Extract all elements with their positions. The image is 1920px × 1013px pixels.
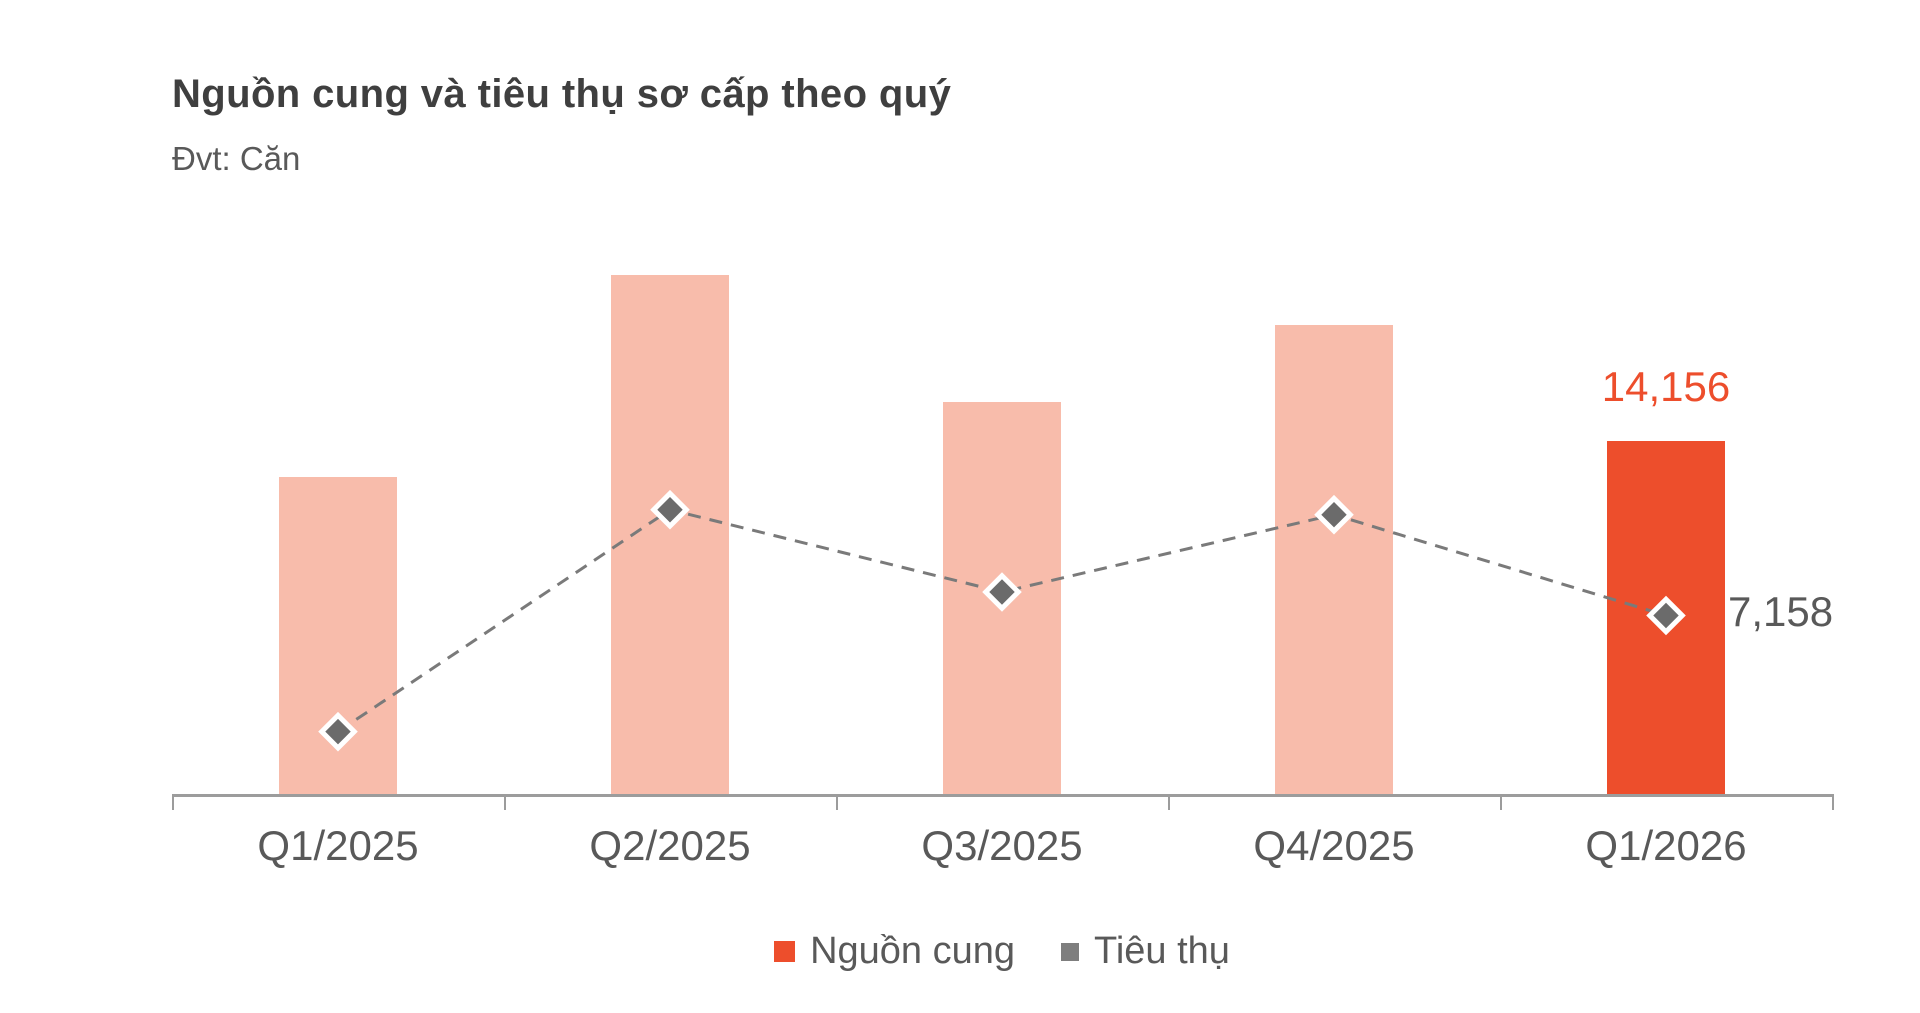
consumption-legend-swatch-icon	[1061, 942, 1080, 961]
x-label-q3-2025: Q3/2025	[921, 822, 1083, 869]
value-label-ngu-n-cung-q1-2026: 14,156	[1601, 362, 1731, 410]
legend: Nguồn cung Tiêu thụ	[172, 930, 1832, 973]
diamond-marker-q1-2025	[318, 711, 358, 752]
x-axis-tick	[172, 794, 174, 810]
consumption-legend-label: Tiêu thụ	[1094, 930, 1230, 972]
x-axis-line	[172, 794, 1834, 797]
x-label-q1-2025: Q1/2025	[257, 822, 419, 869]
consumption-line-layer	[318, 489, 1686, 752]
legend-item-supply: Nguồn cung	[774, 930, 1015, 973]
x-axis-tick	[1832, 794, 1834, 810]
supply-legend-swatch-icon	[774, 941, 796, 962]
consumption-dashed-line	[337, 508, 1667, 733]
x-label-q2-2025: Q2/2025	[589, 822, 751, 869]
supply-legend-label: Nguồn cung	[810, 930, 1016, 972]
diamond-marker-q3-2025	[982, 572, 1022, 612]
x-axis-tick	[1500, 794, 1502, 810]
chart-title: Nguồn cung và tiêu thụ sơ cấp theo quý	[172, 72, 952, 116]
diamond-marker-q1-2026	[1646, 595, 1686, 636]
chart-unit-subtitle: Đvt: Căn	[172, 140, 301, 177]
diamond-marker-q4-2025	[1314, 494, 1354, 535]
diamond-marker-q2-2025	[650, 489, 690, 530]
legend-item-consumption: Tiêu thụ	[1061, 930, 1230, 973]
plot-area	[172, 200, 1832, 794]
x-axis-tick	[836, 794, 838, 810]
x-label-q1-2026: Q1/2026	[1585, 822, 1747, 869]
value-label-ti-u-th--q1-2026: 7,158	[1728, 588, 1834, 636]
bar-q4-2025	[1275, 325, 1393, 794]
x-axis-tick	[1168, 794, 1170, 810]
x-axis-tick	[504, 794, 506, 810]
x-label-q4-2025: Q4/2025	[1253, 822, 1415, 869]
